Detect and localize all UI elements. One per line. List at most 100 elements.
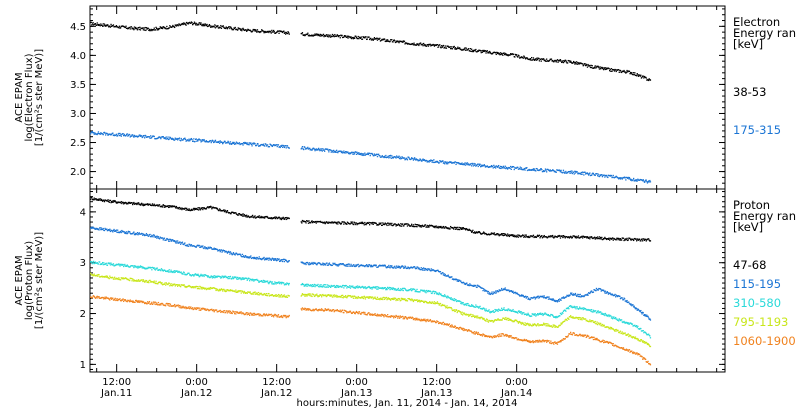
data-point [619,239,621,241]
data-point [118,132,120,135]
data-point [571,292,573,294]
data-point [433,269,435,271]
data-point [582,63,584,65]
data-point [341,263,343,266]
data-point [417,266,419,268]
data-point [510,234,512,237]
data-point [480,164,482,166]
data-point [464,47,466,49]
data-point [507,54,509,56]
data-point [528,297,530,299]
data-point [621,297,623,299]
data-point [508,289,510,291]
data-point [129,26,131,29]
data-point [139,280,142,282]
data-point [375,222,377,225]
data-point [577,63,580,65]
data-point [271,283,273,285]
data-point [354,152,356,154]
data-point [91,131,93,134]
data-point [469,48,472,50]
data-point [223,275,225,278]
data-point [576,63,578,65]
data-point [287,283,289,285]
data-point [350,221,352,223]
data-point [547,313,550,316]
data-point [569,294,571,296]
data-point [440,293,442,295]
data-point [388,264,390,267]
data-point [186,21,188,24]
legend-title: Electron [733,15,780,29]
data-point [170,239,172,241]
data-point [498,164,500,167]
data-point [307,146,309,149]
data-point [481,287,484,289]
data-point [397,40,399,42]
data-point [423,225,425,227]
data-point [567,295,569,297]
data-point [612,294,614,296]
data-point [636,179,638,181]
data-point [264,259,266,261]
data-point [231,277,233,279]
data-point [257,215,259,218]
data-point [347,37,349,39]
data-point [301,222,303,224]
series-47-68 [90,196,652,242]
data-point [390,154,392,157]
data-point [138,233,140,235]
data-point [355,35,357,37]
data-point [505,53,508,55]
data-point [349,287,352,289]
data-point [456,47,458,50]
data-point [111,230,113,232]
data-point [272,258,274,260]
data-point [649,337,652,339]
data-point [481,50,483,52]
data-point [442,162,445,164]
data-point [165,136,167,138]
data-point [93,133,95,135]
data-point [230,212,232,215]
data-point [219,209,221,211]
data-point [379,223,381,225]
data-point [495,234,497,236]
data-point [470,305,472,307]
data-point [403,40,406,42]
data-point [157,236,160,238]
data-point [520,236,522,238]
data-point [441,227,443,229]
data-point [517,54,520,56]
data-point [610,315,612,317]
data-point [504,52,506,55]
data-point [452,227,454,229]
data-point [532,314,535,316]
data-point [241,28,244,30]
data-point [626,237,628,240]
data-point [412,225,414,228]
data-point [597,65,599,68]
data-point [276,259,278,262]
data-point [526,57,529,59]
data-point [115,229,118,231]
data-point [559,235,561,237]
data-point [549,236,551,238]
data-point [427,44,429,46]
data-point [522,56,524,59]
data-point [285,283,287,286]
data-point [301,283,303,286]
data-point [373,155,375,157]
data-point [162,269,164,271]
data-point [109,228,111,230]
data-point [493,166,496,169]
data-point [337,265,340,267]
data-point [319,33,322,36]
data-point [206,275,208,277]
data-point [453,45,455,48]
data-point [279,146,281,148]
data-point [147,27,149,29]
data-point [175,207,177,209]
data-point [483,308,485,310]
data-point [410,224,412,227]
